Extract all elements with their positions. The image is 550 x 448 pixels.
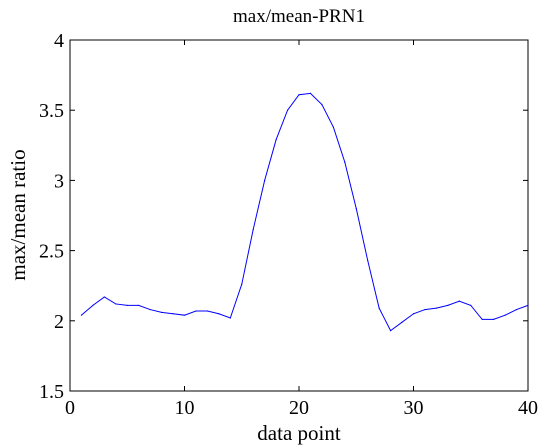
data-point bbox=[195, 310, 197, 312]
data-point bbox=[126, 304, 128, 306]
data-point bbox=[138, 304, 140, 306]
data-point bbox=[172, 313, 174, 315]
y-tick-label: 2 bbox=[54, 311, 64, 333]
x-axis: 0 10 20 30 40 bbox=[65, 40, 538, 419]
data-point bbox=[298, 94, 300, 96]
data-point bbox=[401, 321, 403, 323]
data-point bbox=[344, 161, 346, 163]
y-tick-label: 3.5 bbox=[39, 100, 64, 122]
data-point bbox=[80, 314, 83, 316]
x-tick-label: 0 bbox=[65, 397, 75, 419]
data-point bbox=[355, 207, 357, 210]
data-point bbox=[367, 259, 369, 262]
y-tick-label: 3 bbox=[54, 170, 64, 192]
data-point bbox=[149, 308, 151, 311]
data-point bbox=[390, 330, 392, 332]
data-point bbox=[447, 304, 449, 306]
data-point bbox=[252, 228, 254, 231]
data-point bbox=[241, 283, 243, 285]
x-tick-label: 30 bbox=[404, 397, 424, 419]
data-point bbox=[103, 296, 105, 298]
data-point bbox=[424, 308, 426, 311]
data-point bbox=[161, 311, 163, 313]
data-point bbox=[527, 304, 529, 306]
series-line bbox=[81, 92, 529, 332]
data-point bbox=[493, 318, 495, 320]
data-point bbox=[458, 300, 460, 302]
data-point bbox=[115, 303, 117, 305]
x-tick-label: 40 bbox=[518, 397, 538, 419]
y-tick-label: 4 bbox=[54, 30, 64, 52]
data-point bbox=[218, 313, 220, 315]
plot-area bbox=[69, 39, 529, 392]
data-point bbox=[275, 139, 277, 141]
data-point bbox=[309, 92, 312, 94]
series-group bbox=[80, 92, 529, 332]
data-point bbox=[435, 307, 437, 309]
data-point bbox=[229, 317, 231, 319]
y-axis: 1.5 2 2.5 3 3.5 4 bbox=[39, 30, 528, 403]
chart-title: max/mean-PRN1 bbox=[233, 6, 365, 27]
x-tick-label: 20 bbox=[289, 397, 309, 419]
data-point bbox=[378, 307, 380, 309]
data-point bbox=[412, 313, 415, 315]
data-point bbox=[92, 304, 94, 306]
data-point bbox=[183, 314, 186, 316]
data-point bbox=[481, 318, 483, 320]
data-point bbox=[470, 304, 472, 306]
data-point bbox=[264, 179, 266, 181]
y-tick-label: 1.5 bbox=[39, 381, 64, 403]
data-point bbox=[321, 103, 323, 106]
y-tick-label: 2.5 bbox=[39, 241, 64, 263]
x-axis-label: data point bbox=[257, 421, 341, 445]
data-point bbox=[206, 310, 208, 312]
data-point bbox=[286, 109, 289, 111]
x-tick-label: 10 bbox=[175, 397, 195, 419]
data-point bbox=[504, 314, 506, 316]
data-point bbox=[515, 308, 518, 311]
data-point bbox=[332, 126, 334, 128]
y-axis-label: max/mean ratio bbox=[6, 149, 30, 280]
